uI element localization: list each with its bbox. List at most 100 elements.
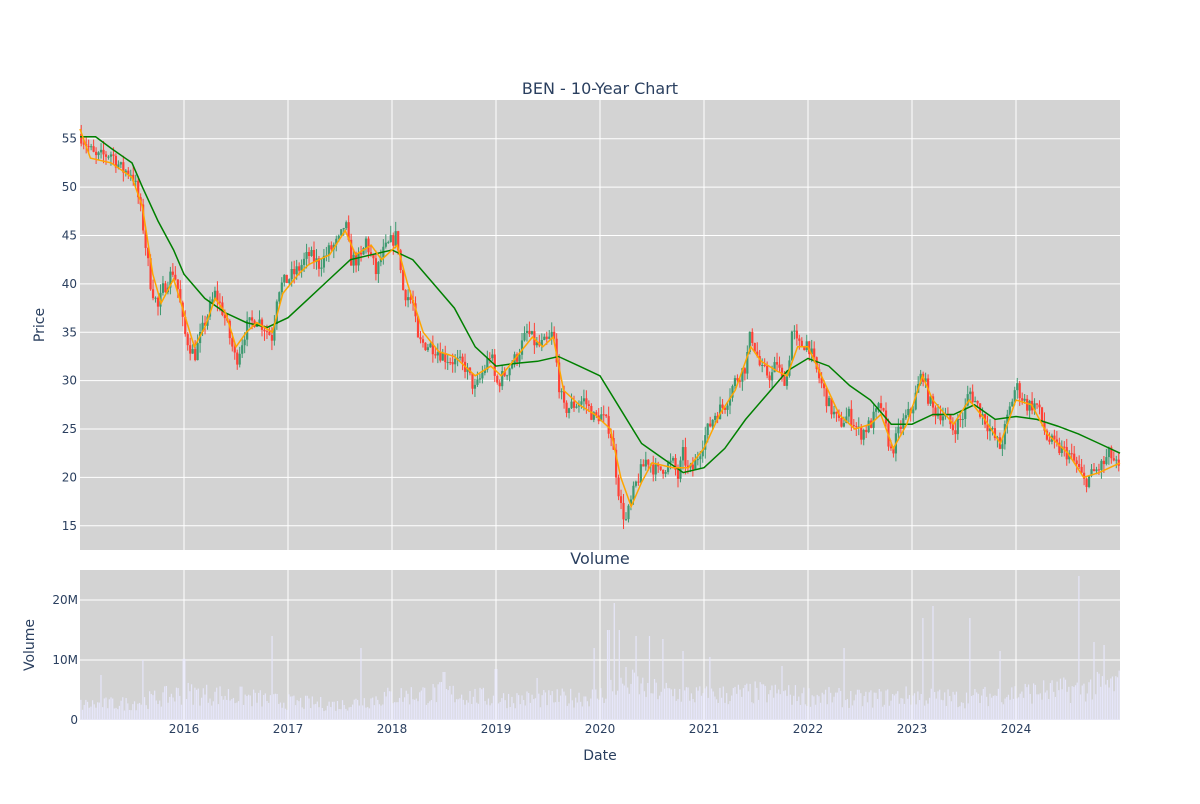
candle-body (429, 343, 432, 348)
volume-bar (253, 689, 255, 720)
volume-bar (264, 693, 266, 720)
volume-bar (412, 699, 414, 720)
volume-bar (182, 658, 184, 720)
volume-bar (363, 698, 365, 720)
volume-bar (964, 708, 966, 720)
volume-bar (1051, 680, 1053, 720)
candle-body (971, 391, 974, 403)
x-axis-label: Date (583, 748, 616, 764)
candle-body (404, 290, 407, 301)
volume-bar (125, 698, 127, 720)
volume-bar (1009, 699, 1011, 720)
volume-bar (870, 690, 872, 720)
candle-body (572, 401, 576, 408)
candle-body (914, 392, 917, 410)
candle-body (669, 460, 672, 463)
volume-bar (1054, 696, 1057, 720)
volume-bar (533, 699, 535, 720)
candle-body (280, 282, 283, 293)
candle-body (439, 352, 442, 361)
candle-body (746, 352, 749, 374)
volume-bar (999, 651, 1001, 720)
volume-bar (1022, 697, 1025, 720)
volume-bar (1063, 677, 1065, 720)
volume-bar (627, 687, 629, 720)
candle-body (867, 420, 870, 433)
volume-bar (1115, 676, 1117, 720)
volume-bar (721, 697, 723, 720)
candle-body (617, 477, 620, 497)
candle-body (444, 353, 447, 363)
volume-bar (192, 704, 194, 720)
volume-bar (885, 690, 887, 720)
candle-body (483, 369, 486, 374)
volume-bar (789, 694, 791, 720)
candle-body (478, 378, 482, 380)
candle-body (1090, 469, 1093, 476)
volume-bar (340, 709, 342, 720)
volume-bar (452, 685, 454, 720)
volume-bar (117, 709, 119, 720)
volume-bar (187, 682, 189, 720)
candle-body (701, 449, 704, 457)
candle-body (387, 242, 390, 244)
candle-body (830, 397, 833, 415)
volume-bar (298, 701, 300, 720)
volume-bar (266, 701, 268, 720)
volume-bar (838, 688, 840, 720)
candle-body (268, 331, 271, 336)
volume-bar (700, 695, 703, 720)
volume-bar (246, 696, 248, 720)
volume-bar (950, 701, 953, 720)
volume-bar (357, 699, 359, 720)
candle-body (337, 235, 340, 239)
candle-body (976, 400, 979, 404)
candle-body (585, 398, 588, 405)
candle-body (644, 459, 647, 467)
volume-bar (461, 694, 463, 720)
volume-bar (732, 688, 734, 720)
volume-bar (445, 688, 448, 720)
volume-bar (201, 697, 203, 720)
volume-bar (969, 618, 971, 720)
volume-bar (289, 696, 292, 720)
candle-body (934, 407, 937, 417)
volume-bar (608, 630, 610, 720)
volume-bar (573, 707, 575, 720)
candle-body (1087, 475, 1091, 487)
volume-bar (719, 687, 721, 720)
volume-bar (273, 694, 275, 720)
candle-body (302, 258, 306, 265)
volume-bar (1024, 683, 1026, 720)
volume-bar (600, 688, 602, 720)
volume-bar (934, 692, 936, 720)
volume-bar (923, 705, 926, 720)
volume-bar (606, 630, 609, 720)
volume-bar (370, 698, 372, 720)
volume-bar (595, 689, 597, 720)
volume-bar (422, 687, 424, 720)
candle-body (320, 267, 323, 269)
volume-bar (1100, 686, 1102, 720)
volume-bar (580, 701, 582, 720)
candle-body (595, 412, 598, 416)
candle-body (860, 426, 863, 440)
candle-body (679, 460, 682, 479)
candle-body (904, 415, 907, 419)
candle-body (738, 380, 742, 382)
candle-body (629, 499, 633, 506)
volume-bar (908, 695, 911, 720)
candle-body (194, 349, 197, 361)
volume-bar (219, 686, 221, 720)
candle-body (203, 322, 207, 326)
volume-bar (845, 700, 847, 720)
candle-body (347, 222, 350, 240)
volume-bar (642, 677, 644, 720)
candle-body (681, 447, 685, 461)
volume-bar (388, 691, 391, 720)
volume-bar (194, 687, 196, 720)
candle-body (156, 297, 160, 307)
volume-bar (311, 696, 313, 720)
candle-body (384, 242, 387, 247)
volume-bar (410, 687, 412, 720)
